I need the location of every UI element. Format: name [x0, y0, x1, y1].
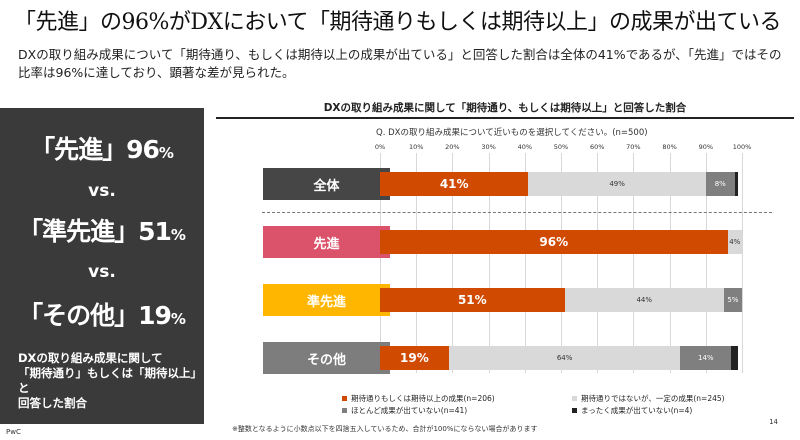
summary-vs-2: vs. — [88, 262, 116, 282]
bar-segment: 44% — [564, 288, 724, 312]
legend-label-some: 期待通りではないが、一定の成果(n=245) — [581, 394, 725, 403]
data-label: 8% — [714, 180, 726, 188]
x-tick-label: 0% — [374, 143, 386, 151]
chart-question: Q. DXの取り組み成果について近いものを選択してください。(n=500) — [376, 128, 648, 138]
bar-segment — [734, 172, 739, 196]
data-label: 49% — [609, 180, 625, 188]
legend-item-little: ほとんど成果が出ていない(n=41) — [342, 405, 467, 416]
x-gridline — [488, 153, 490, 373]
cat-other-label: その他 — [263, 342, 390, 374]
summary-note-line-2: 「期待通り」もしくは「期待以上」と — [18, 366, 197, 395]
x-tick-label: 30% — [481, 143, 496, 151]
summary-semi: 「準先進」51% — [0, 212, 204, 248]
summary-advanced-pct: % — [158, 144, 174, 162]
summary-advanced-label: 「先進」96 — [30, 135, 160, 164]
x-tick-label: 20% — [445, 143, 460, 151]
bar-segment: 64% — [448, 346, 681, 370]
x-gridline — [742, 153, 743, 373]
page-number: 14 — [769, 418, 778, 426]
legend-swatch-expected — [342, 396, 347, 401]
data-label: 14% — [698, 354, 714, 362]
summary-other: 「その他」19% — [0, 296, 204, 332]
legend-item-none: まったく成果が出ていない(n=4) — [572, 405, 692, 416]
summary-note: DXの取り組み成果に関して 「期待通り」もしくは「期待以上」と 回答した割合 — [18, 351, 198, 411]
chart-title-rule — [216, 117, 794, 119]
summary-panel: 「先進」96% vs. 「準先進」51% vs. 「その他」19% DXの取り組… — [0, 108, 204, 424]
x-gridline — [705, 153, 707, 373]
x-tick-label: 50% — [553, 143, 569, 151]
bar-segment — [731, 346, 739, 370]
summary-advanced: 「先進」96% — [0, 130, 204, 166]
data-label: 64% — [556, 354, 573, 362]
legend-item-expected: 期待通りもしくは期待以上の成果(n=206) — [342, 393, 495, 404]
legend-swatch-little — [342, 408, 347, 413]
x-tick-label: 100% — [732, 143, 752, 151]
bar-segment: 41% — [380, 172, 529, 196]
summary-note-line-1: DXの取り組み成果に関して — [18, 351, 163, 365]
summary-semi-pct: % — [170, 226, 186, 244]
data-label: 5% — [727, 296, 739, 304]
cat-advanced-label: 先進 — [263, 226, 390, 258]
x-gridline — [416, 153, 418, 373]
legend-label-little: ほとんど成果が出ていない(n=41) — [351, 406, 468, 415]
bar-segment: 19% — [380, 346, 449, 370]
legend-swatch-some — [572, 396, 577, 401]
legend-label-none: まったく成果が出ていない(n=4) — [581, 406, 693, 415]
cat-all-label: 全体 — [263, 168, 390, 200]
summary-vs-1: vs. — [88, 181, 116, 201]
summary-other-label: 「その他」19 — [18, 301, 172, 330]
bar-segment: 49% — [528, 172, 706, 196]
data-label: 51% — [457, 293, 487, 307]
data-label: 44% — [636, 296, 653, 304]
x-gridline — [561, 153, 562, 373]
brand-logo-text: PwC — [6, 428, 21, 436]
bar-segment: 96% — [380, 230, 728, 254]
data-label: 19% — [400, 351, 429, 365]
cat-semi-label: 準先進 — [263, 284, 390, 316]
x-tick-label: 90% — [698, 143, 714, 151]
data-label: 41% — [439, 177, 469, 191]
summary-note-line-3: 回答した割合 — [18, 396, 87, 410]
x-gridline — [380, 153, 381, 373]
summary-other-pct: % — [170, 310, 186, 328]
chart-title: DXの取り組み成果に関して「期待通り、もしくは期待以上」と回答した割合 — [323, 102, 687, 114]
x-gridline — [597, 153, 599, 373]
bar-segment: 5% — [723, 288, 742, 312]
x-tick-label: 80% — [662, 143, 677, 151]
page-subtitle: DXの取り組み成果について「期待通り、もしくは期待以上の成果が出ている」と回答し… — [18, 47, 782, 80]
data-label: 96% — [539, 235, 569, 249]
bar-segment: 51% — [380, 288, 565, 312]
summary-semi-label: 「準先進」51 — [18, 217, 172, 246]
x-gridline — [633, 153, 635, 373]
x-tick-label: 10% — [408, 143, 424, 151]
data-label: 4% — [729, 238, 741, 246]
x-tick-label: 70% — [626, 143, 641, 151]
legend-label-expected: 期待通りもしくは期待以上の成果(n=206) — [351, 394, 495, 403]
x-gridline — [524, 153, 526, 373]
bar-segment: 4% — [727, 230, 742, 254]
page-title: 「先進」の96%がDXにおいて「期待通りもしくは期待以上」の成果が出ている — [14, 10, 782, 35]
x-tick-label: 60% — [589, 143, 605, 151]
x-tick-label: 40% — [517, 143, 533, 151]
footnote: ※整数となるように小数点以下を四捨五入しているため、合計が100%にならない場合… — [232, 425, 538, 433]
bar-segment: 8% — [705, 172, 735, 196]
x-gridline — [452, 153, 454, 373]
x-gridline — [669, 153, 671, 373]
legend-swatch-none — [572, 408, 577, 413]
total-separator — [262, 212, 772, 213]
legend-item-some: 期待通りではないが、一定の成果(n=245) — [572, 393, 725, 404]
bar-segment: 14% — [680, 346, 732, 370]
